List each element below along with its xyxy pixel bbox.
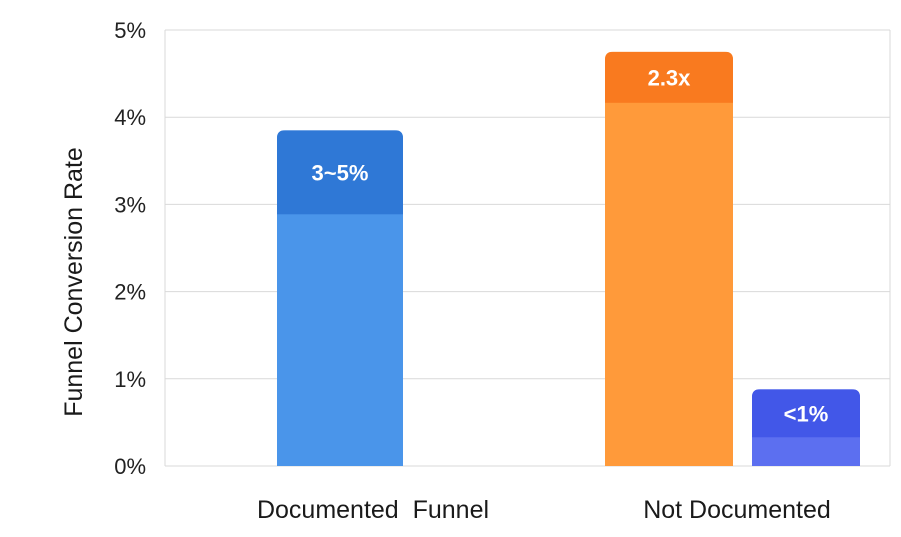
- bar-body: [605, 51, 733, 467]
- bar-value-label: <1%: [784, 401, 829, 426]
- y-tick-label: 0%: [114, 454, 146, 479]
- y-tick-label: 2%: [114, 280, 146, 305]
- y-axis-title: Funnel Conversion Rate: [60, 147, 88, 417]
- x-category-label: Not Documented: [643, 496, 831, 524]
- y-tick-label: 4%: [114, 105, 146, 130]
- y-tick-label: 1%: [114, 367, 146, 392]
- bar: 2.3x: [605, 51, 733, 467]
- y-axis-ticks: 0% 1% 2% 3% 4% 5%: [114, 18, 146, 479]
- bar-value-label: 3~5%: [312, 160, 369, 185]
- x-axis-categories: Documented Funnel Not Documented: [257, 496, 831, 524]
- bar-cap: [605, 51, 733, 103]
- y-tick-label: 3%: [114, 192, 146, 217]
- bar-cap: [277, 130, 403, 215]
- y-tick-label: 5%: [114, 18, 146, 43]
- bar-value-label: 2.3x: [648, 65, 692, 90]
- bars: 3~5% 2.3x <1%: [277, 51, 860, 467]
- bar-cap: [752, 389, 860, 438]
- bar: <1%: [752, 389, 860, 466]
- x-category-label: Documented Funnel: [257, 496, 489, 524]
- bar: 3~5%: [277, 130, 403, 466]
